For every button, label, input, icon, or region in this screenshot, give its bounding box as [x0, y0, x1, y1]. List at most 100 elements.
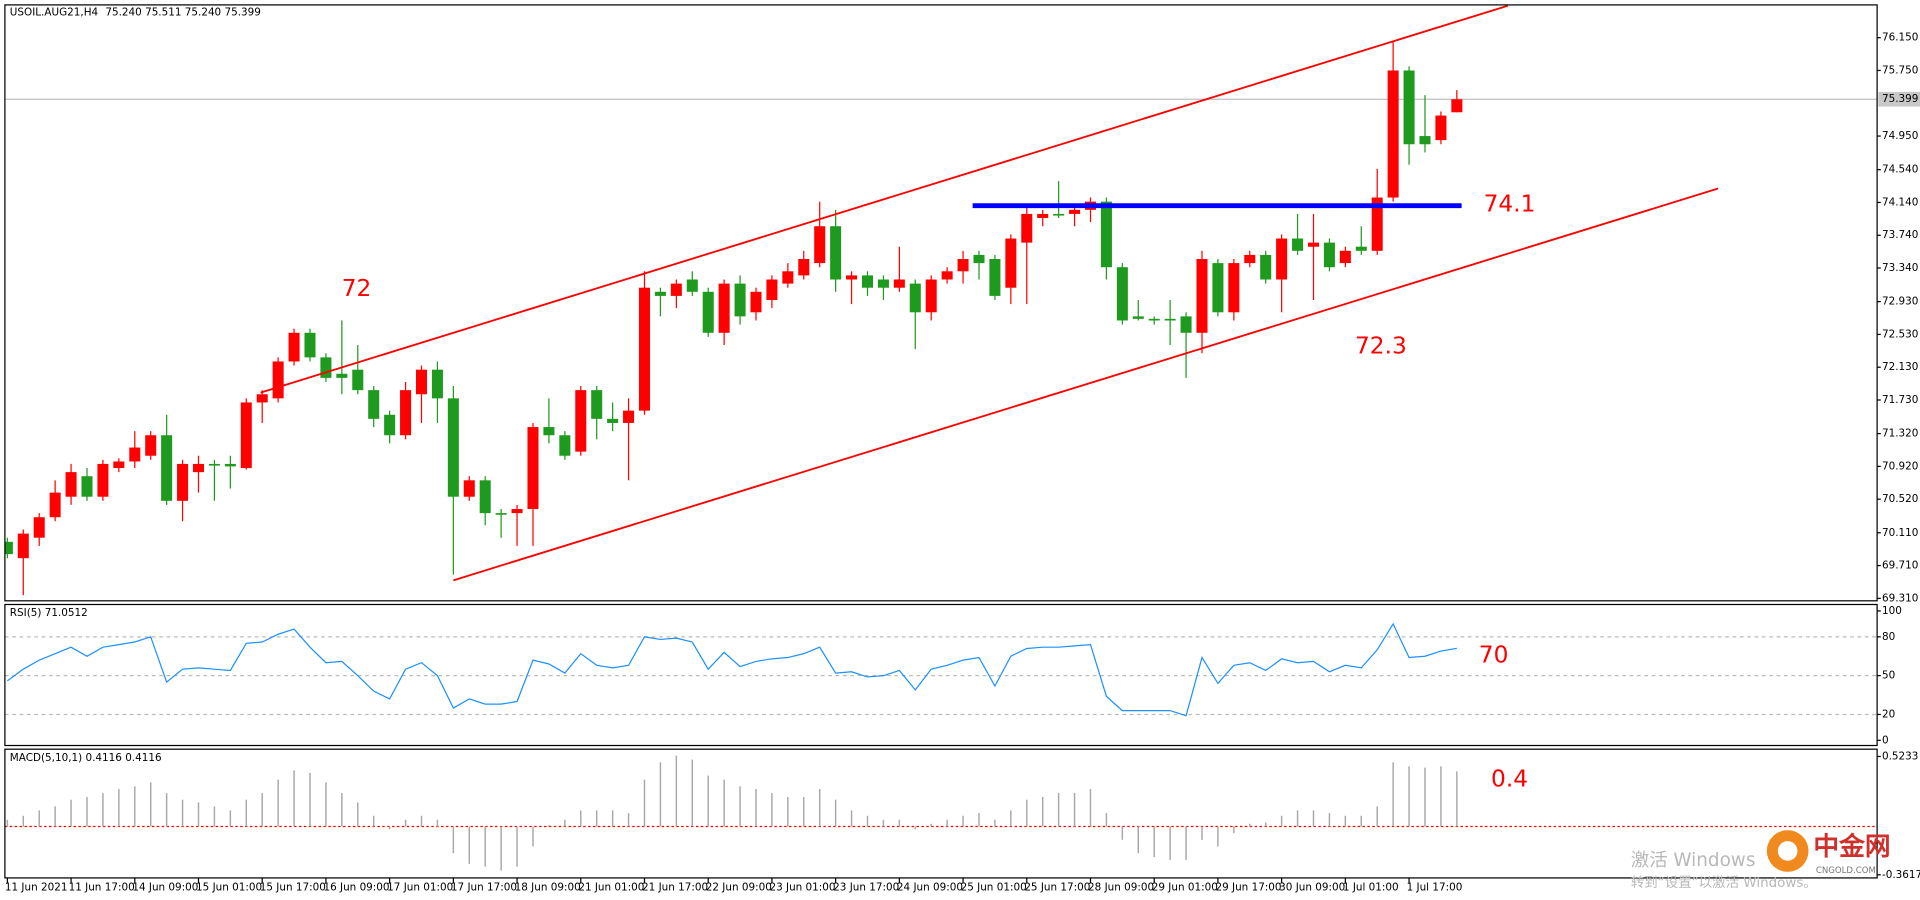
trendline — [453, 187, 1719, 582]
candle-body — [495, 513, 507, 515]
x-tick-label: 21 Jun 17:00 — [642, 882, 708, 894]
x-tick-label: 11 Jun 17:00 — [69, 882, 135, 894]
candle-body — [129, 447, 141, 462]
candle-body — [559, 435, 571, 456]
candle-body — [1387, 70, 1399, 198]
chart-subtitle: 75.240 75.511 75.240 75.399 — [105, 6, 261, 18]
candle-body — [17, 533, 29, 559]
y-tick-label: 70.920 — [1882, 460, 1918, 472]
candle-body — [400, 390, 412, 436]
candle-body — [957, 259, 969, 272]
candle-body — [607, 418, 619, 423]
candle-body — [272, 361, 284, 399]
rsi-title: RSI(5) 71.0512 — [10, 607, 88, 619]
candle-body — [798, 259, 810, 276]
candle-body — [1276, 238, 1288, 280]
candle-body — [702, 291, 714, 333]
candle-body — [161, 435, 173, 501]
logo-icon — [1777, 841, 1798, 861]
candle-body — [113, 461, 125, 469]
x-tick-label: 1 Jul 17:00 — [1407, 882, 1463, 894]
candle-body — [511, 509, 523, 514]
main-frame — [4, 4, 1878, 602]
candle-body — [591, 390, 603, 419]
candle-body — [1212, 263, 1224, 313]
x-tick-label: 29 Jun 17:00 — [1215, 882, 1281, 894]
candle-body — [304, 332, 316, 358]
annotation: 72 — [342, 275, 372, 302]
plot-area — [4, 4, 1878, 596]
candle-body — [463, 480, 475, 497]
y-tick-label: 70.110 — [1882, 527, 1918, 539]
rsi-line — [6, 622, 1457, 717]
candle-body — [814, 226, 826, 264]
candle-body — [415, 369, 428, 395]
annotation: 0.4 — [1491, 765, 1528, 792]
candle-body — [734, 283, 746, 317]
candle-body — [192, 463, 205, 473]
current-price-box — [1878, 91, 1920, 107]
candle-body — [1021, 213, 1033, 243]
x-tick-label: 24 Jun 09:00 — [897, 882, 963, 894]
candle-body — [447, 398, 459, 497]
y-tick-label: -0.3617 — [1882, 869, 1920, 881]
y-tick-label: 71.320 — [1882, 428, 1918, 440]
candle-body — [830, 226, 842, 280]
y-tick-label: 75.750 — [1882, 64, 1918, 76]
plot-layer: 76.150 75.750 74.950 74.540 74.140 73.740 73.3… — [4, 4, 1920, 894]
candle-body — [670, 283, 682, 296]
rsi-frame — [4, 603, 1878, 747]
candle-body — [1435, 115, 1447, 141]
candle-body — [861, 275, 874, 288]
candle-body — [766, 279, 778, 300]
current-price-label: 75.399 — [1882, 93, 1918, 105]
candle-body — [1323, 242, 1335, 268]
candle-body — [1419, 136, 1431, 145]
x-tick-label: 16 Jun 09:00 — [323, 882, 389, 894]
candle-body — [989, 259, 1001, 296]
candle-body — [1228, 263, 1240, 313]
candle-body — [1132, 316, 1144, 319]
candle-body — [65, 472, 77, 497]
x-tick-label: 25 Jun 01:00 — [961, 882, 1027, 894]
candle-body — [431, 369, 443, 399]
x-tick-label: 17 Jun 17:00 — [451, 882, 517, 894]
candle-body — [256, 394, 268, 403]
candle-body — [750, 291, 762, 313]
x-tick-label: 25 Jun 17:00 — [1024, 882, 1090, 894]
y-tick-label: 69.310 — [1882, 592, 1918, 604]
candle-body — [1100, 201, 1112, 268]
x-tick-label: 23 Jun 01:00 — [769, 882, 835, 894]
candle-body — [208, 463, 220, 466]
annotation: 70 — [1479, 641, 1509, 668]
y-tick-label: 74.540 — [1882, 164, 1918, 176]
candle-body — [1355, 246, 1367, 251]
y-tick-label: 72.930 — [1882, 296, 1918, 308]
candle-body — [1244, 254, 1256, 264]
annotation: 74.1 — [1484, 190, 1536, 217]
candle-body — [4, 541, 13, 555]
x-tick-label: 1 Jul 01:00 — [1343, 882, 1399, 894]
candle-body — [623, 410, 635, 423]
candle-body — [941, 271, 953, 280]
candle-body — [1037, 213, 1049, 219]
candle-body — [177, 463, 189, 501]
candle-body — [97, 463, 109, 497]
y-tick-label: 72.130 — [1882, 361, 1918, 373]
y-tick-label: 80 — [1882, 631, 1895, 643]
y-tick-label: 73.340 — [1882, 262, 1918, 274]
candle-body — [1451, 99, 1463, 113]
candle-body — [1148, 318, 1160, 321]
x-tick-label: 30 Jun 09:00 — [1279, 882, 1345, 894]
candle-body — [1260, 254, 1272, 280]
candle-body — [49, 492, 61, 518]
x-tick-label: 29 Jun 01:00 — [1152, 882, 1218, 894]
candle-body — [543, 427, 555, 436]
candle-body — [81, 476, 93, 497]
x-tick-label: 22 Jun 09:00 — [706, 882, 772, 894]
candle-body — [1005, 238, 1017, 288]
candle-body — [145, 435, 157, 456]
y-tick-label: 71.730 — [1882, 394, 1918, 406]
candle-body — [925, 279, 937, 313]
